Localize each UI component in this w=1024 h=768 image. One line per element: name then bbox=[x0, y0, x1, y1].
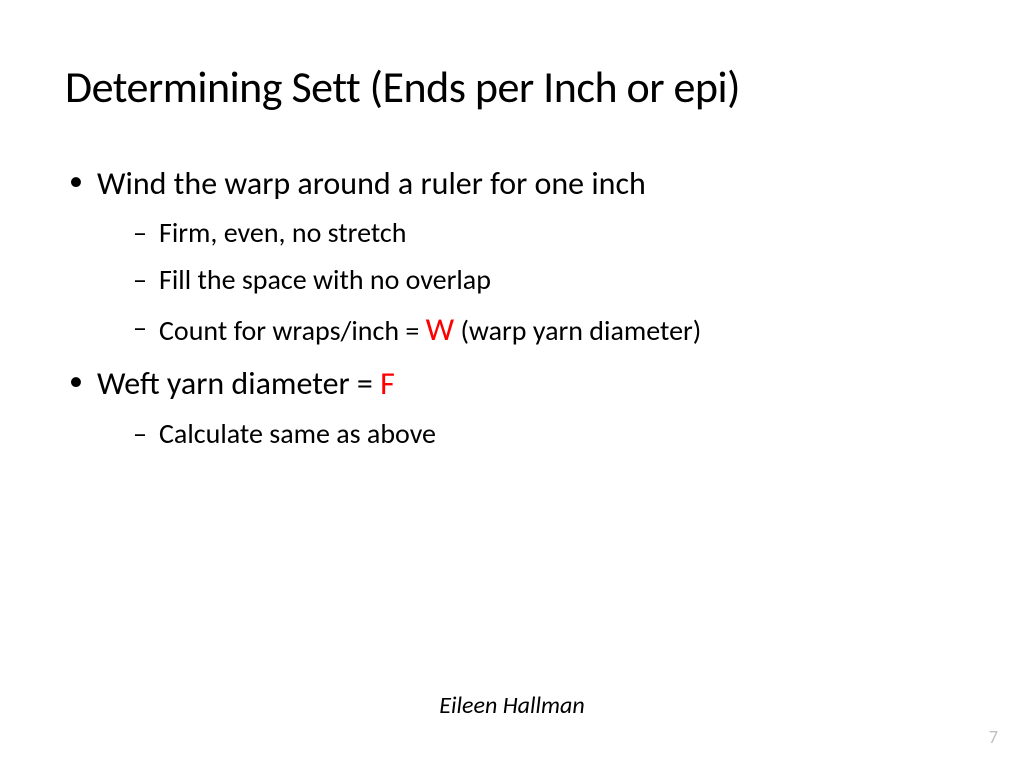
bullet-pre: Weft yarn diameter = bbox=[97, 364, 380, 403]
sub-bullet-item: Firm, even, no stretch bbox=[133, 213, 959, 252]
sub-bullet-list: Calculate same as above bbox=[97, 414, 959, 453]
sub-bullet-text: Calculate same as above bbox=[159, 416, 436, 451]
sub-bullet-item: Calculate same as above bbox=[133, 414, 959, 453]
page-number: 7 bbox=[989, 726, 998, 748]
sub-bullet-post: (warp yarn diameter) bbox=[454, 313, 701, 348]
emphasis-letter: W bbox=[426, 310, 454, 349]
sub-bullet-list: Firm, even, no stretch Fill the space wi… bbox=[97, 213, 959, 352]
bullet-item: Wind the warp around a ruler for one inc… bbox=[65, 162, 959, 352]
bullet-list: Wind the warp around a ruler for one inc… bbox=[65, 162, 959, 453]
slide-container: Determining Sett (Ends per Inch or epi) … bbox=[0, 0, 1024, 453]
slide-title: Determining Sett (Ends per Inch or epi) bbox=[65, 60, 959, 114]
sub-bullet-text: Firm, even, no stretch bbox=[159, 215, 406, 250]
bullet-item: Weft yarn diameter = F Calculate same as… bbox=[65, 362, 959, 452]
sub-bullet-pre: Count for wraps/inch = bbox=[159, 313, 426, 348]
sub-bullet-item: Fill the space with no overlap bbox=[133, 260, 959, 299]
emphasis-letter: F bbox=[380, 364, 395, 403]
author-footer: Eileen Hallman bbox=[0, 691, 1024, 720]
bullet-text: Wind the warp around a ruler for one inc… bbox=[97, 164, 646, 203]
sub-bullet-item: Count for wraps/inch = W (warp yarn diam… bbox=[133, 308, 959, 353]
sub-bullet-text: Fill the space with no overlap bbox=[159, 262, 491, 297]
